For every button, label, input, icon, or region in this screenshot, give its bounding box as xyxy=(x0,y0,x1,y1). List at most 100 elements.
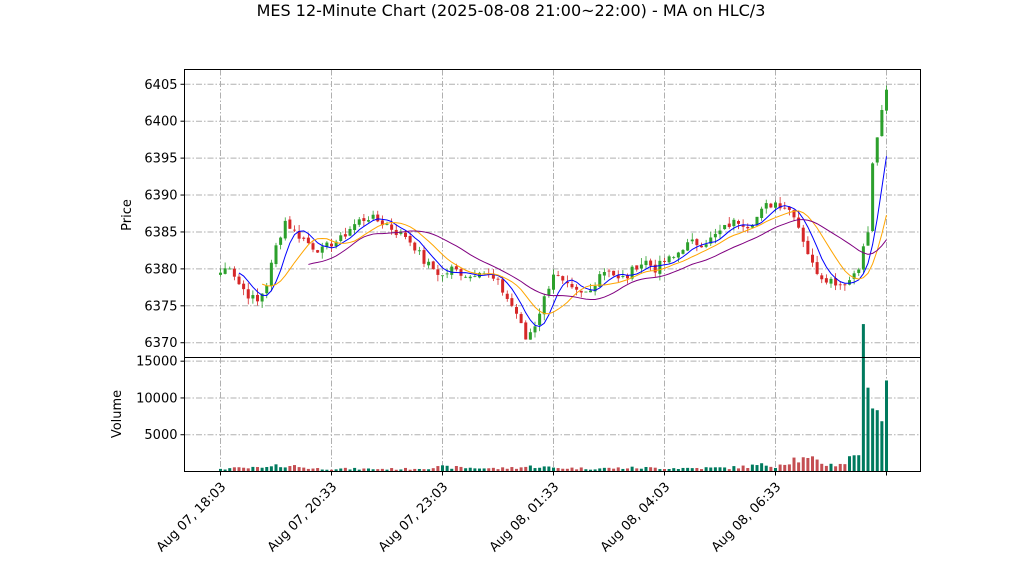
volume-bar xyxy=(218,468,223,472)
x-tick-label: Aug 08, 06:33 xyxy=(709,480,785,556)
candle-body xyxy=(834,278,838,286)
volume-bar xyxy=(477,468,482,472)
volume-bar xyxy=(505,468,509,472)
volume-bar xyxy=(302,467,306,472)
volume-bar xyxy=(279,467,283,472)
x-tick-label: Aug 07, 18:03 xyxy=(154,480,230,556)
volume-bar xyxy=(551,467,556,472)
volume-ytick-label: 10000 xyxy=(136,391,177,406)
candle-body xyxy=(316,250,320,253)
volume-bar xyxy=(223,469,227,472)
candle-body xyxy=(695,239,699,246)
volume-bar xyxy=(353,467,357,472)
candle-body xyxy=(653,264,657,273)
volume-bar xyxy=(306,468,310,472)
volume-bar xyxy=(588,469,593,472)
candle-body xyxy=(302,237,306,239)
volume-bar xyxy=(875,410,879,472)
volume-bar xyxy=(792,457,796,472)
candle-body xyxy=(422,250,426,264)
volume-bar xyxy=(787,464,791,472)
volume-bar xyxy=(496,469,500,472)
volume-bar xyxy=(556,468,560,472)
volume-bar xyxy=(357,469,361,472)
volume-bars xyxy=(218,324,889,472)
volume-bar xyxy=(584,469,588,472)
candle-body xyxy=(514,307,519,314)
candle-body xyxy=(797,217,801,228)
candle-body xyxy=(329,243,334,247)
candle-body xyxy=(760,208,764,218)
price-ytick-label: 6390 xyxy=(144,189,177,204)
volume-bar xyxy=(297,467,301,472)
volume-bar xyxy=(459,466,463,472)
volume-bar xyxy=(464,468,468,472)
price-ytick-label: 6370 xyxy=(144,336,177,351)
candle-body xyxy=(875,137,879,163)
volume-bar xyxy=(288,466,292,472)
price-ytick-label: 6380 xyxy=(144,262,177,277)
candle-body xyxy=(709,237,713,244)
volume-bar xyxy=(255,467,260,472)
candle-body xyxy=(575,286,579,290)
candle-body xyxy=(320,246,324,253)
volume-axis-label: Volume xyxy=(110,390,125,438)
x-tick-label: Aug 07, 23:03 xyxy=(376,480,452,556)
price-axis-label: Price xyxy=(120,199,135,231)
candle-body xyxy=(551,274,556,290)
candle-body xyxy=(718,230,722,235)
volume-bar xyxy=(871,408,875,472)
candle-body xyxy=(787,206,791,210)
price-panel-frame xyxy=(184,69,921,358)
volume-bar xyxy=(348,469,352,472)
candle-body xyxy=(616,275,620,279)
volume-bar xyxy=(769,466,773,472)
candle-body xyxy=(343,234,347,237)
candle-body xyxy=(371,214,375,219)
candle-body xyxy=(815,262,819,274)
candle-body xyxy=(524,322,528,340)
candle-body xyxy=(662,260,667,262)
candle-body xyxy=(417,250,421,252)
candle-body xyxy=(348,228,352,236)
candle-body xyxy=(810,254,815,263)
candle-body xyxy=(723,224,727,230)
candle-body xyxy=(450,266,454,275)
candle-body xyxy=(473,276,477,278)
volume-bar xyxy=(260,467,264,472)
volume-bar xyxy=(339,468,343,472)
candle-body xyxy=(440,275,445,277)
volume-bar xyxy=(501,467,505,472)
volume-bar xyxy=(607,467,611,472)
volume-bar xyxy=(621,468,625,472)
candle-body xyxy=(427,261,431,266)
volume-bar xyxy=(593,469,597,472)
volume-bar xyxy=(852,455,856,472)
volume-bar xyxy=(343,467,347,472)
volume-bar xyxy=(468,467,472,472)
candle-body xyxy=(658,260,662,274)
candle-body xyxy=(274,245,278,265)
candle-body xyxy=(561,276,565,281)
candle-body xyxy=(232,268,236,277)
candle-body xyxy=(635,265,639,270)
candle-body xyxy=(413,242,417,251)
volume-bar xyxy=(695,467,699,472)
volume-bar xyxy=(598,468,602,472)
candle-body xyxy=(676,252,680,258)
volume-panel-frame xyxy=(184,357,921,472)
volume-bar xyxy=(602,467,606,472)
candle-body xyxy=(861,246,865,270)
price-candles xyxy=(218,85,889,340)
candle-body xyxy=(607,270,611,272)
ma-line-mid xyxy=(261,210,887,315)
candle-body xyxy=(598,274,602,287)
candle-body xyxy=(792,210,796,218)
candle-body xyxy=(390,224,394,230)
volume-bar xyxy=(311,468,315,472)
price-ytick-label: 6375 xyxy=(144,299,177,314)
candle-body xyxy=(283,220,287,239)
volume-bar xyxy=(482,468,486,472)
candle-body xyxy=(593,286,597,292)
